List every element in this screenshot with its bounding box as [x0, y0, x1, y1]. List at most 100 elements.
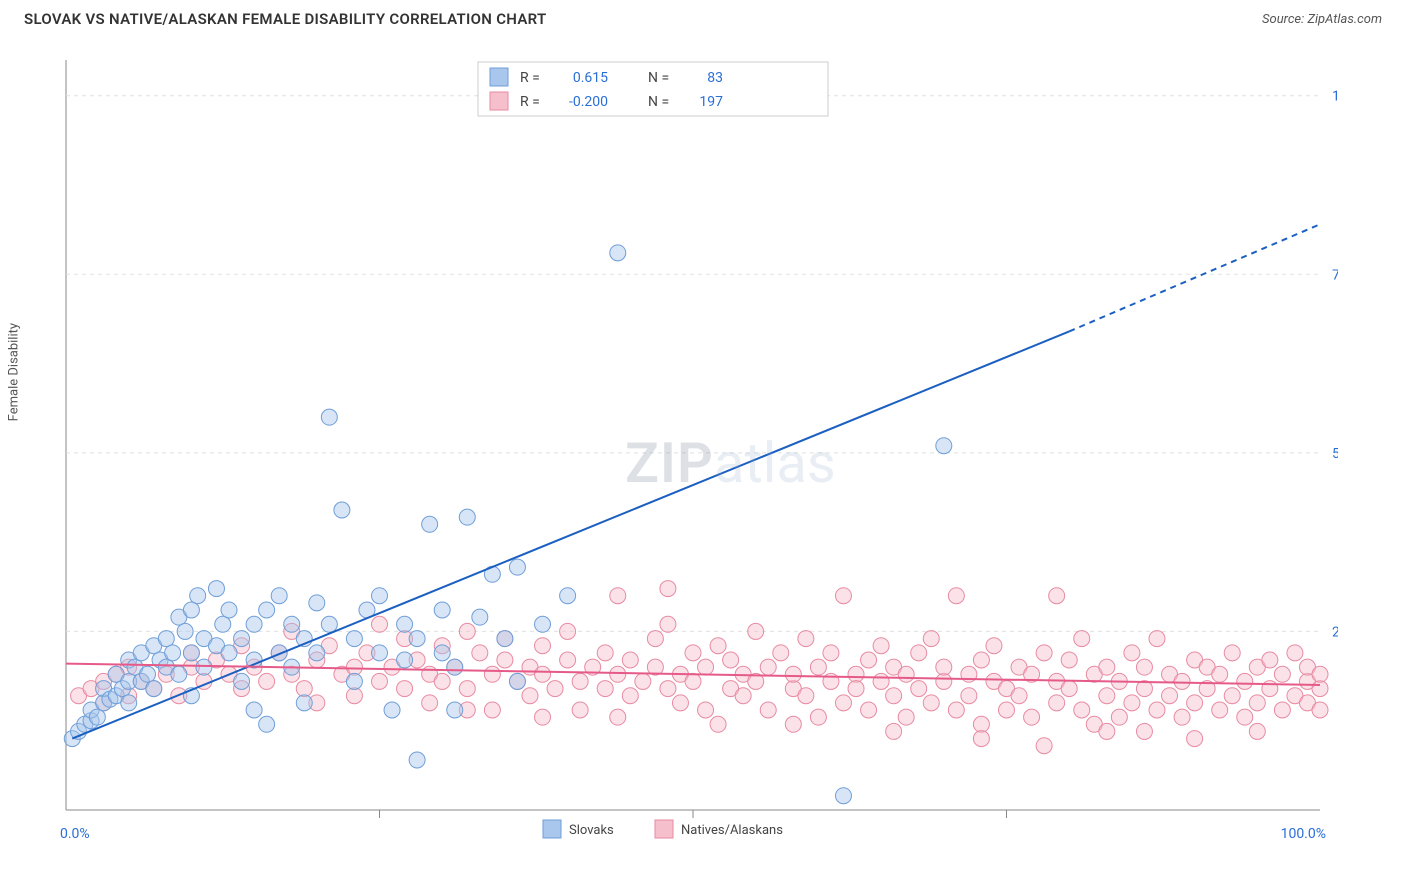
data-point [422, 516, 438, 532]
data-point [1099, 659, 1115, 675]
data-point [397, 652, 413, 668]
data-point [171, 666, 187, 682]
scatter-chart: 25.0%50.0%75.0%100.0%R =0.615N =83R =-0.… [18, 42, 1338, 857]
data-point [798, 688, 814, 704]
data-point [89, 709, 105, 725]
stat-text: 83 [707, 70, 723, 86]
data-point [165, 645, 181, 661]
data-point [597, 681, 613, 697]
data-point [1262, 681, 1278, 697]
data-point [522, 688, 538, 704]
data-point [861, 652, 877, 668]
data-point [472, 609, 488, 625]
data-point [434, 645, 450, 661]
data-point [999, 702, 1015, 718]
trend-line-dashed [1069, 224, 1320, 331]
data-point [1249, 695, 1265, 711]
data-point [710, 716, 726, 732]
data-point [1312, 681, 1328, 697]
data-point [1237, 709, 1253, 725]
legend-swatch [490, 68, 508, 86]
data-point [698, 659, 714, 675]
data-point [121, 695, 137, 711]
data-point [397, 616, 413, 632]
data-point [1312, 666, 1328, 682]
data-point [397, 681, 413, 697]
data-point [936, 659, 952, 675]
data-point [177, 623, 193, 639]
data-point [422, 695, 438, 711]
data-point [760, 659, 776, 675]
data-point [735, 688, 751, 704]
data-point [196, 659, 212, 675]
data-point [1124, 645, 1140, 661]
data-point [296, 681, 312, 697]
data-point [610, 709, 626, 725]
data-point [472, 645, 488, 661]
data-point [484, 666, 500, 682]
data-point [785, 666, 801, 682]
data-point [146, 681, 162, 697]
data-point [1149, 702, 1165, 718]
data-point [459, 509, 475, 525]
data-point [1011, 688, 1027, 704]
data-point [1187, 731, 1203, 747]
data-point [610, 588, 626, 604]
data-point [234, 631, 250, 647]
data-point [1212, 702, 1228, 718]
data-point [321, 616, 337, 632]
data-point [459, 623, 475, 639]
data-point [861, 702, 877, 718]
data-point [948, 702, 964, 718]
data-point [409, 631, 425, 647]
data-point [973, 731, 989, 747]
data-point [384, 702, 400, 718]
data-point [497, 652, 513, 668]
data-point [848, 666, 864, 682]
data-point [685, 645, 701, 661]
data-point [622, 652, 638, 668]
chart-title: SLOVAK VS NATIVE/ALASKAN FEMALE DISABILI… [24, 10, 547, 28]
data-point [321, 409, 337, 425]
data-point [672, 695, 688, 711]
data-point [259, 716, 275, 732]
x-tick-label: 100.0% [1281, 826, 1326, 842]
data-point [610, 245, 626, 261]
data-point [221, 602, 237, 618]
data-point [698, 702, 714, 718]
data-point [911, 645, 927, 661]
data-point [309, 645, 325, 661]
data-point [434, 673, 450, 689]
y-tick-label: 25.0% [1332, 624, 1338, 640]
stat-text: N = [648, 70, 669, 86]
data-point [1274, 702, 1290, 718]
data-point [1224, 645, 1240, 661]
data-point [183, 602, 199, 618]
data-point [309, 595, 325, 611]
data-point [1174, 673, 1190, 689]
data-point [372, 673, 388, 689]
data-point [484, 702, 500, 718]
stat-text: 0.615 [573, 70, 608, 86]
data-point [434, 602, 450, 618]
data-point [660, 581, 676, 597]
data-point [215, 616, 231, 632]
data-point [1024, 709, 1040, 725]
data-point [284, 616, 300, 632]
data-point [346, 659, 362, 675]
data-point [973, 652, 989, 668]
data-point [1061, 681, 1077, 697]
data-point [810, 659, 826, 675]
data-point [923, 631, 939, 647]
data-point [660, 681, 676, 697]
data-point [1274, 666, 1290, 682]
data-point [923, 695, 939, 711]
data-point [660, 616, 676, 632]
data-point [246, 702, 262, 718]
data-point [1162, 688, 1178, 704]
data-point [1136, 659, 1152, 675]
data-point [773, 645, 789, 661]
y-tick-label: 100.0% [1332, 89, 1338, 105]
chart-area: Female Disability ZIPatlas 25.0%50.0%75.… [18, 42, 1388, 884]
data-point [497, 631, 513, 647]
